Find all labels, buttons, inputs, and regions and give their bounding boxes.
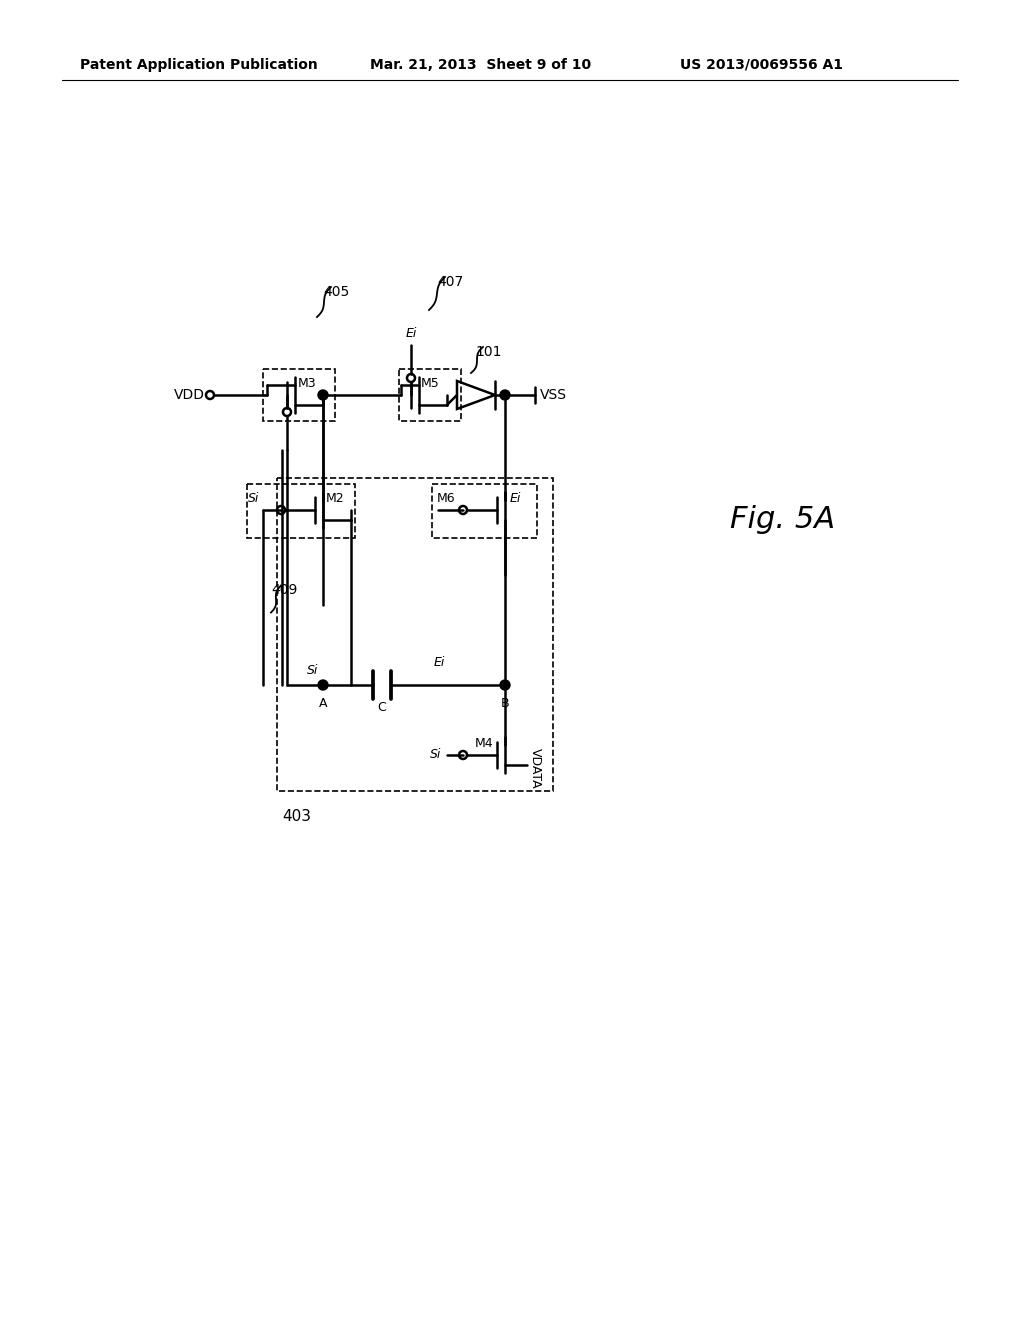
- Circle shape: [500, 680, 510, 690]
- Text: Si: Si: [306, 664, 318, 677]
- Text: 403: 403: [282, 809, 311, 824]
- Text: 407: 407: [437, 275, 463, 289]
- Bar: [432, 484, 537, 539]
- Text: Ei: Ei: [433, 656, 444, 669]
- Text: Patent Application Publication: Patent Application Publication: [80, 58, 317, 73]
- Text: M5: M5: [421, 378, 439, 389]
- Text: B: B: [501, 697, 509, 710]
- Bar: [263, 370, 335, 421]
- Bar: [247, 484, 355, 539]
- Text: Ei: Ei: [510, 492, 521, 506]
- Text: VSS: VSS: [540, 388, 567, 403]
- Text: US 2013/0069556 A1: US 2013/0069556 A1: [680, 58, 843, 73]
- Circle shape: [318, 389, 328, 400]
- Text: M6: M6: [437, 492, 456, 506]
- Text: Fig. 5A: Fig. 5A: [730, 506, 836, 535]
- Text: VDATA: VDATA: [529, 747, 542, 788]
- Text: VDD: VDD: [174, 388, 205, 403]
- Text: 101: 101: [475, 345, 502, 359]
- Text: Ei: Ei: [406, 327, 417, 341]
- Text: M4: M4: [475, 737, 494, 750]
- Text: C: C: [378, 701, 386, 714]
- Circle shape: [318, 680, 328, 690]
- Text: Mar. 21, 2013  Sheet 9 of 10: Mar. 21, 2013 Sheet 9 of 10: [370, 58, 591, 73]
- Text: Si: Si: [430, 748, 441, 762]
- Text: 409: 409: [271, 582, 297, 597]
- Bar: [278, 478, 553, 791]
- Circle shape: [500, 389, 510, 400]
- Text: A: A: [318, 697, 328, 710]
- Text: 405: 405: [323, 285, 349, 300]
- Text: M3: M3: [298, 378, 316, 389]
- Text: Si: Si: [248, 492, 259, 506]
- Bar: [399, 370, 461, 421]
- Text: M2: M2: [326, 492, 345, 506]
